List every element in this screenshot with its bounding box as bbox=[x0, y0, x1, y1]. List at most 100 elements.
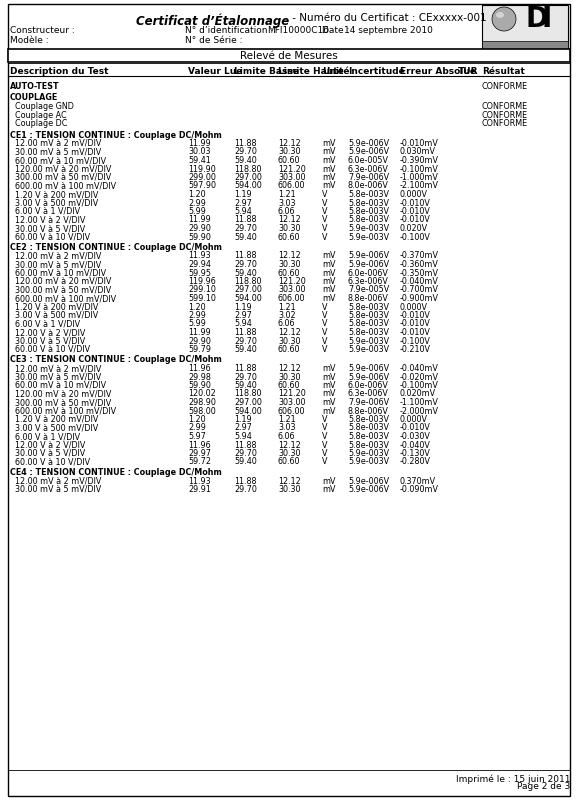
Text: 6.06: 6.06 bbox=[278, 207, 295, 216]
Text: 60.00 mV à 10 mV/DIV: 60.00 mV à 10 mV/DIV bbox=[10, 269, 106, 278]
Text: -0.100mV: -0.100mV bbox=[400, 381, 439, 390]
Text: 11.99: 11.99 bbox=[188, 328, 211, 337]
Text: 60.60: 60.60 bbox=[278, 269, 301, 278]
Text: 1.20 V à 200 mV/DIV: 1.20 V à 200 mV/DIV bbox=[10, 415, 98, 424]
Text: 5.9e-006V: 5.9e-006V bbox=[348, 477, 389, 486]
Text: 1.21: 1.21 bbox=[278, 302, 295, 311]
Text: mV: mV bbox=[322, 390, 335, 398]
Text: 303.00: 303.00 bbox=[278, 173, 306, 182]
Text: 118.80: 118.80 bbox=[234, 277, 261, 286]
Text: -0.030V: -0.030V bbox=[400, 432, 431, 441]
Text: 120.00 mV à 20 mV/DIV: 120.00 mV à 20 mV/DIV bbox=[10, 277, 112, 286]
Text: mV: mV bbox=[322, 364, 335, 373]
Text: 2.99: 2.99 bbox=[188, 311, 206, 320]
Text: -0.010V: -0.010V bbox=[400, 423, 431, 433]
Text: 0.000V: 0.000V bbox=[400, 302, 428, 311]
Text: 12.12: 12.12 bbox=[278, 328, 301, 337]
Text: 60.60: 60.60 bbox=[278, 381, 301, 390]
Text: mV: mV bbox=[322, 294, 335, 303]
Text: 12.00 mV à 2 mV/DIV: 12.00 mV à 2 mV/DIV bbox=[10, 364, 101, 373]
Text: -0.130V: -0.130V bbox=[400, 449, 431, 458]
Text: N° d’identification :: N° d’identification : bbox=[185, 26, 273, 35]
Text: 3.00 V à 500 mV/DIV: 3.00 V à 500 mV/DIV bbox=[10, 198, 98, 207]
Text: 5.8e-003V: 5.8e-003V bbox=[348, 302, 389, 311]
Text: I: I bbox=[542, 5, 552, 33]
Text: -0.390mV: -0.390mV bbox=[400, 156, 439, 165]
Text: 59.90: 59.90 bbox=[188, 381, 211, 390]
Text: mV: mV bbox=[322, 485, 335, 494]
Text: 12.12: 12.12 bbox=[278, 139, 301, 148]
Text: 3.03: 3.03 bbox=[278, 198, 295, 207]
Text: 300.00 mV à 50 mV/DIV: 300.00 mV à 50 mV/DIV bbox=[10, 398, 111, 407]
Text: 5.9e-006V: 5.9e-006V bbox=[348, 251, 389, 261]
Text: 1.19: 1.19 bbox=[234, 190, 251, 199]
Text: CONFORME: CONFORME bbox=[482, 110, 528, 119]
Text: 0.000V: 0.000V bbox=[400, 415, 428, 424]
Text: 12.00 V à 2 V/DIV: 12.00 V à 2 V/DIV bbox=[10, 215, 86, 225]
Text: 3.02: 3.02 bbox=[278, 311, 295, 320]
Text: 297.00: 297.00 bbox=[234, 398, 262, 407]
Text: 2.97: 2.97 bbox=[234, 198, 252, 207]
Text: Imprimé le : 15 juin 2011: Imprimé le : 15 juin 2011 bbox=[455, 774, 570, 783]
Text: CE3 : TENSION CONTINUE : Couplage DC/Mohm: CE3 : TENSION CONTINUE : Couplage DC/Moh… bbox=[10, 355, 222, 365]
Text: CE1 : TENSION CONTINUE : Couplage DC/Mohm: CE1 : TENSION CONTINUE : Couplage DC/Moh… bbox=[10, 130, 222, 139]
Text: 59.95: 59.95 bbox=[188, 269, 211, 278]
Text: 29.98: 29.98 bbox=[188, 373, 211, 382]
Text: 29.70: 29.70 bbox=[234, 485, 257, 494]
Text: 60.00 V à 10 V/DIV: 60.00 V à 10 V/DIV bbox=[10, 233, 90, 242]
Text: 597.90: 597.90 bbox=[188, 182, 216, 190]
Text: 5.8e-003V: 5.8e-003V bbox=[348, 423, 389, 433]
Text: mV: mV bbox=[322, 165, 335, 174]
Text: 5.94: 5.94 bbox=[234, 319, 252, 329]
Text: 606.00: 606.00 bbox=[278, 406, 306, 415]
Text: 5.9e-003V: 5.9e-003V bbox=[348, 337, 389, 346]
Text: V: V bbox=[322, 345, 328, 354]
Text: 12.00 mV à 2 mV/DIV: 12.00 mV à 2 mV/DIV bbox=[10, 477, 101, 486]
Text: V: V bbox=[322, 415, 328, 424]
Text: Résultat: Résultat bbox=[482, 67, 525, 76]
Text: 5.9e-003V: 5.9e-003V bbox=[348, 224, 389, 233]
Text: 599.10: 599.10 bbox=[188, 294, 216, 303]
Bar bbox=[482, 41, 568, 49]
Text: V: V bbox=[322, 207, 328, 216]
Text: 5.8e-003V: 5.8e-003V bbox=[348, 328, 389, 337]
Text: 29.70: 29.70 bbox=[234, 260, 257, 269]
Text: 11.99: 11.99 bbox=[188, 215, 211, 225]
Text: 5.99: 5.99 bbox=[188, 207, 206, 216]
Text: 30.30: 30.30 bbox=[278, 147, 301, 157]
Text: Date :: Date : bbox=[322, 26, 349, 35]
Text: mV: mV bbox=[322, 269, 335, 278]
Text: V: V bbox=[322, 441, 328, 450]
Text: 2.99: 2.99 bbox=[188, 198, 206, 207]
Text: -0.100V: -0.100V bbox=[400, 233, 431, 242]
Text: V: V bbox=[322, 449, 328, 458]
Text: 300.00 mV à 50 mV/DIV: 300.00 mV à 50 mV/DIV bbox=[10, 286, 111, 294]
Text: mV: mV bbox=[322, 398, 335, 407]
Text: 5.9e-003V: 5.9e-003V bbox=[348, 345, 389, 354]
Text: -0.010V: -0.010V bbox=[400, 207, 431, 216]
Text: mV: mV bbox=[322, 406, 335, 415]
Text: 297.00: 297.00 bbox=[234, 286, 262, 294]
Text: mV: mV bbox=[322, 173, 335, 182]
Text: -0.010V: -0.010V bbox=[400, 215, 431, 225]
Text: 11.88: 11.88 bbox=[234, 215, 257, 225]
Circle shape bbox=[492, 7, 516, 31]
Text: 298.90: 298.90 bbox=[188, 398, 216, 407]
Text: 11.88: 11.88 bbox=[234, 441, 257, 450]
Text: 1.19: 1.19 bbox=[234, 302, 251, 311]
Text: 11.93: 11.93 bbox=[188, 477, 210, 486]
Text: -1.000mV: -1.000mV bbox=[400, 173, 439, 182]
Text: 5.8e-003V: 5.8e-003V bbox=[348, 215, 389, 225]
Text: mV: mV bbox=[322, 286, 335, 294]
Text: 5.9e-006V: 5.9e-006V bbox=[348, 485, 389, 494]
Text: mV: mV bbox=[322, 147, 335, 157]
Bar bbox=[8, 49, 570, 62]
Text: CONFORME: CONFORME bbox=[482, 119, 528, 128]
Text: 12.00 mV à 2 mV/DIV: 12.00 mV à 2 mV/DIV bbox=[10, 139, 101, 148]
Text: mV: mV bbox=[322, 381, 335, 390]
Text: -0.350mV: -0.350mV bbox=[400, 269, 439, 278]
Text: 29.70: 29.70 bbox=[234, 224, 257, 233]
Text: Constructeur :: Constructeur : bbox=[10, 26, 75, 35]
Text: 5.9e-003V: 5.9e-003V bbox=[348, 233, 389, 242]
Text: 120.02: 120.02 bbox=[188, 390, 216, 398]
